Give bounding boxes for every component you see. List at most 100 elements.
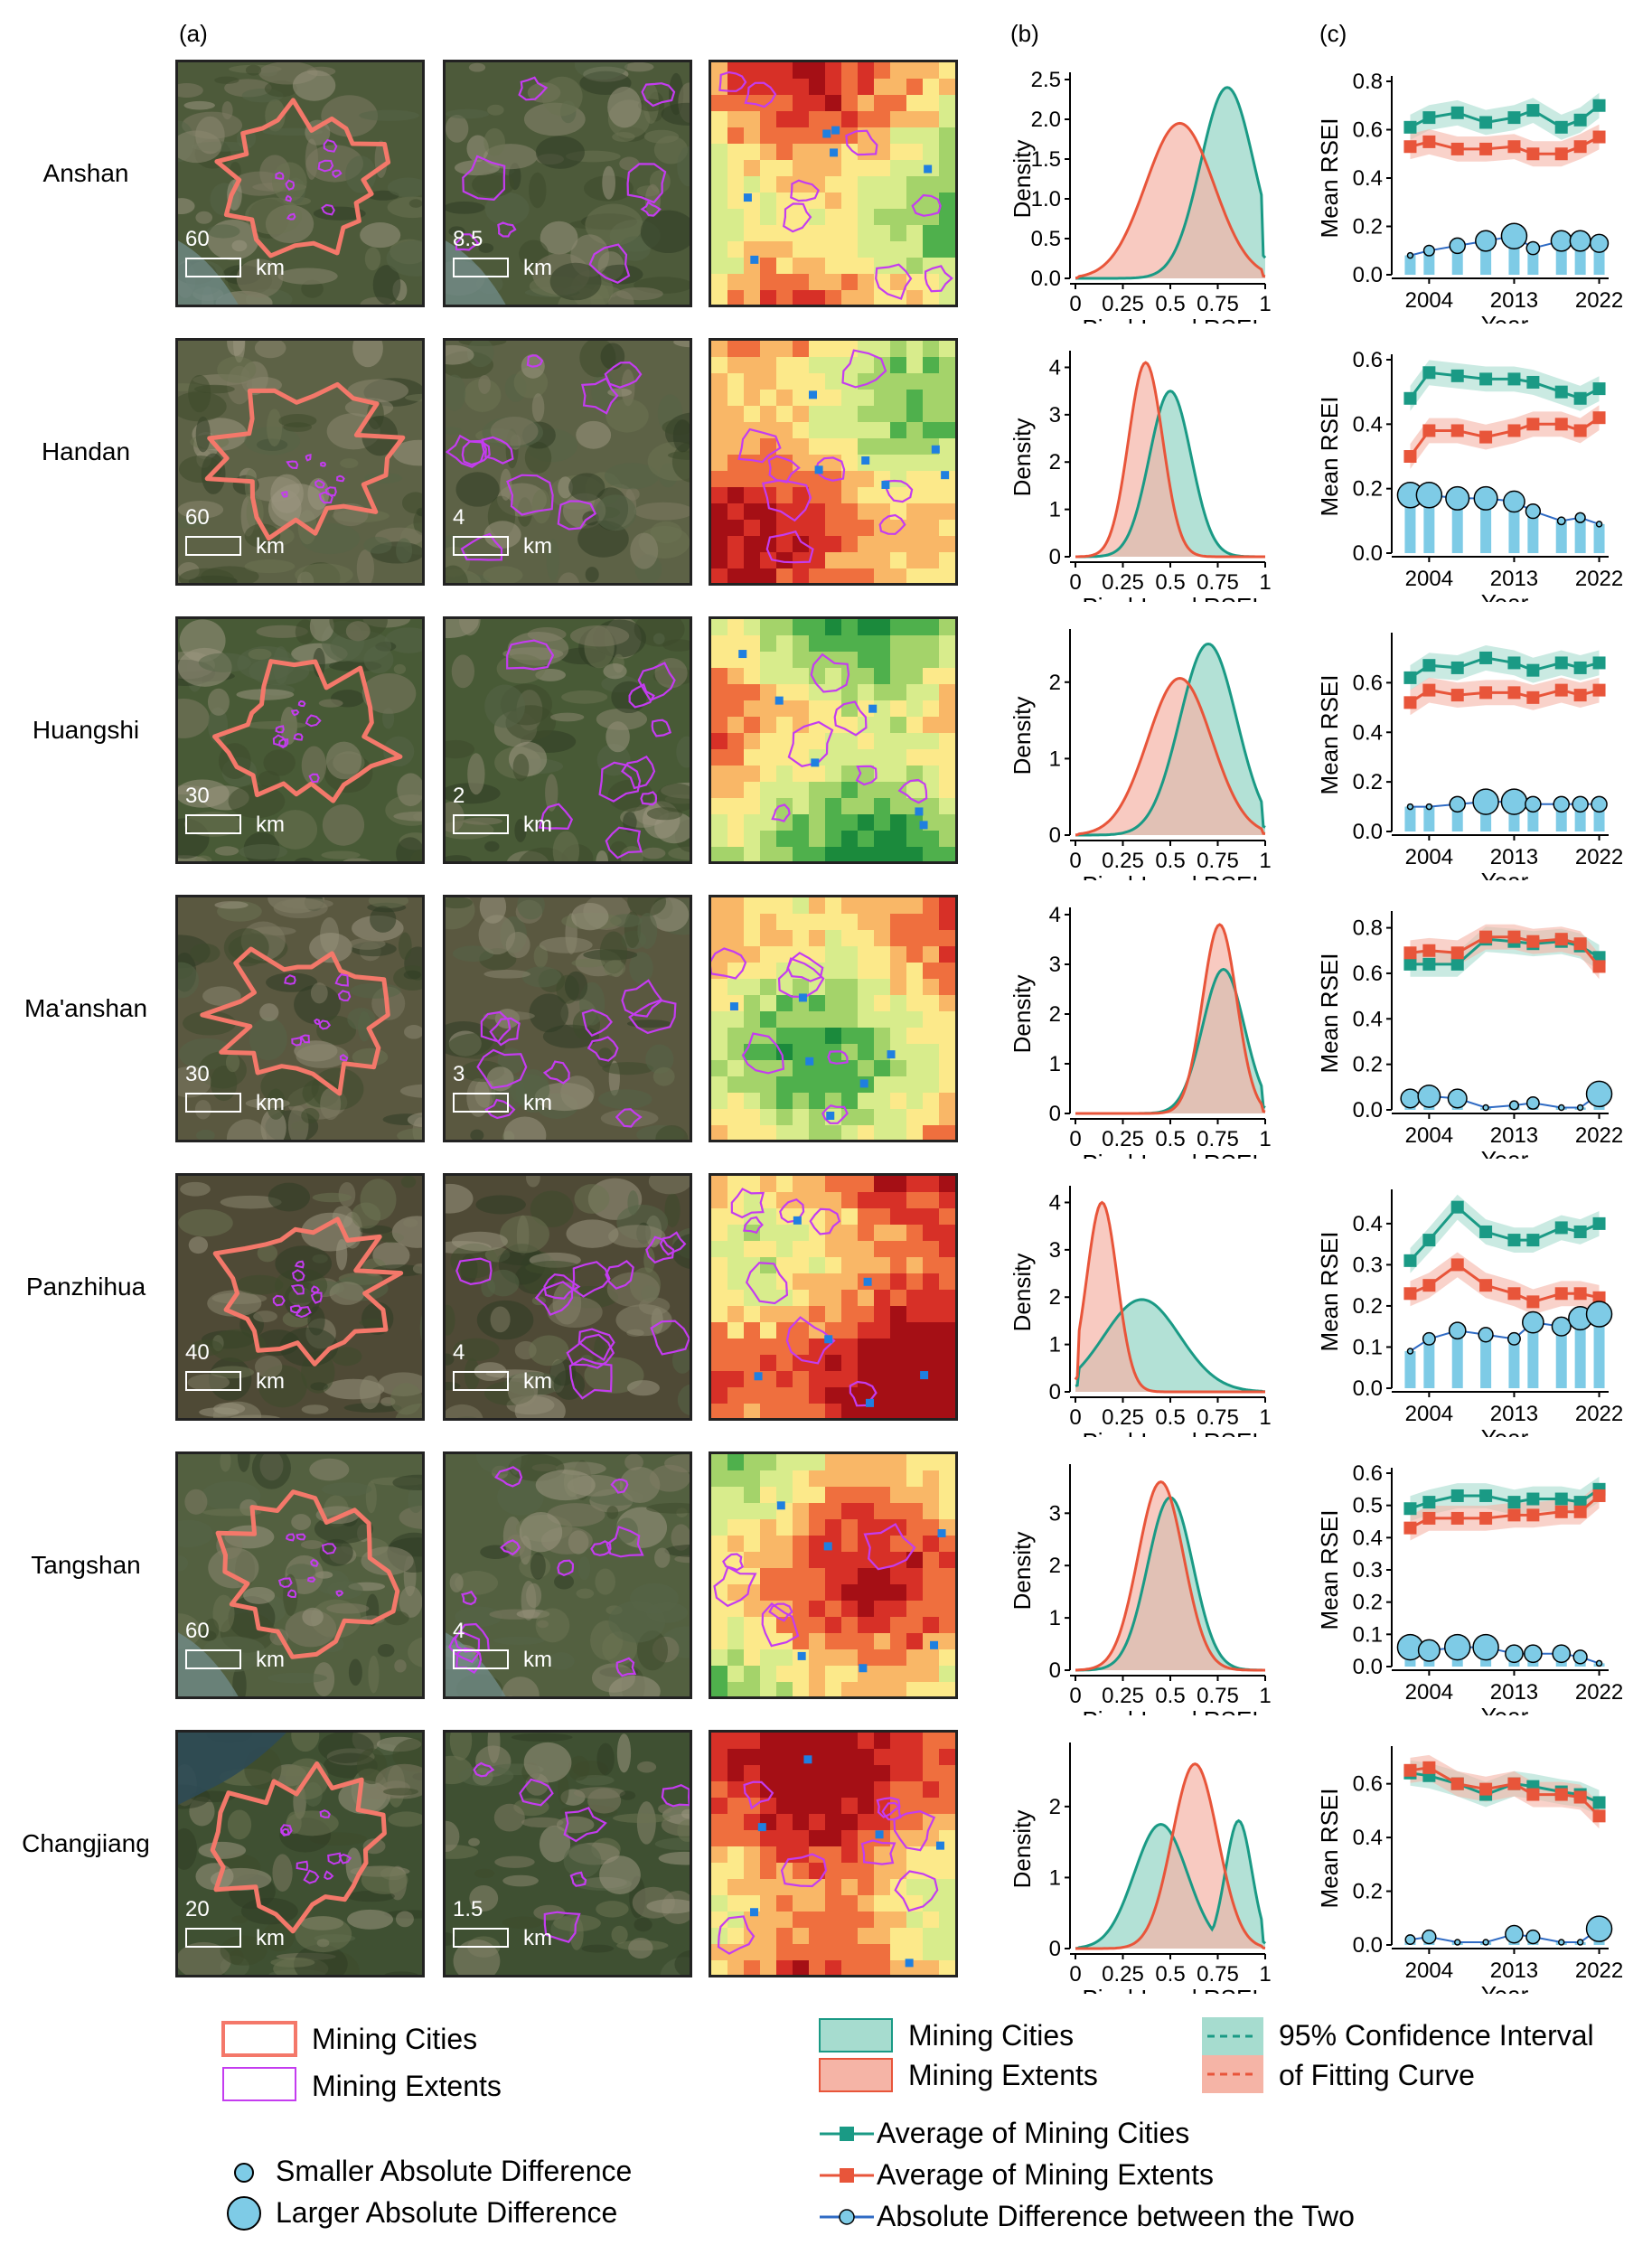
rsei-xtick: 2013: [1490, 845, 1538, 869]
scale-box: [453, 1928, 509, 1948]
diff-bar: [1555, 521, 1567, 553]
avg-city-marker: [1592, 382, 1606, 396]
diff-bar: [1574, 517, 1586, 553]
avg-extent-marker: [1526, 1295, 1540, 1309]
density-ytick: 0.0: [1031, 267, 1061, 291]
avg-extent-marker: [1450, 689, 1464, 702]
scale-value: 3: [453, 1062, 465, 1086]
density-extent-area: [1075, 1763, 1265, 1949]
legend-ci-swatch: [1202, 2017, 1263, 2093]
density-extent-line: [1074, 1200, 1265, 1394]
rsei-ylabel: Mean RSEI: [1316, 675, 1343, 795]
avg-extent-marker: [1507, 1777, 1521, 1790]
rsei-ylabel: Mean RSEI: [1316, 1232, 1343, 1352]
avg-city-marker: [1554, 120, 1568, 134]
abs-diff-point: [1552, 1644, 1572, 1664]
density-xtick: 1: [1259, 1684, 1271, 1708]
density-ytick: 0: [1049, 1937, 1061, 1961]
rsei-ytick: 0.4: [1353, 412, 1383, 437]
avg-city-marker: [1450, 369, 1464, 382]
abs-diff-point: [1589, 233, 1610, 253]
satellite-city-map: 30 km: [175, 616, 425, 864]
density-ytick: 1.0: [1031, 187, 1061, 211]
rsei-timeseries-chart: 0.0 0.2 0.4 0.6 2004 2013 2022 Year Mean RSEI: [1316, 1746, 1623, 1994]
density-xlabel: Pixel-Level RSEI: [1082, 315, 1258, 324]
scale-unit: km: [523, 256, 552, 280]
abs-diff-point: [1475, 230, 1497, 252]
avg-city-marker: [1592, 1796, 1606, 1809]
satellite-city-map: 30 km: [175, 895, 425, 1142]
abs-diff-point: [1585, 1080, 1613, 1108]
avg-city-marker: [1526, 1234, 1540, 1247]
abs-diff-point: [1417, 1084, 1441, 1108]
density-ytick: 0: [1049, 823, 1061, 848]
rsei-xtick: 2022: [1575, 845, 1623, 869]
avg-extent-marker: [1450, 946, 1464, 960]
density-xtick: 0: [1069, 1962, 1081, 1987]
density-extent-line: [1075, 923, 1266, 1115]
avg-city-marker: [1403, 1502, 1417, 1516]
density-ytick: 4: [1049, 903, 1061, 927]
density-ytick: 4: [1049, 355, 1061, 380]
rsei-timeseries-chart: 0.0 0.2 0.4 0.6 0.8 2004 2013 2022 Year Mean RSEI: [1316, 70, 1623, 324]
scale-box: [185, 1649, 241, 1669]
rsei-xlabel: Year: [1481, 1146, 1529, 1159]
avg-extent-marker: [1592, 1291, 1606, 1304]
rsei-xtick: 2004: [1405, 288, 1453, 313]
avg-city-marker: [1554, 656, 1568, 670]
rsei-grid-map: [709, 1451, 958, 1699]
scale-box: [453, 814, 509, 834]
rsei-ytick: 0.3: [1353, 1253, 1383, 1277]
abs-diff-point: [1473, 485, 1498, 511]
abs-diff-point: [1525, 503, 1542, 520]
rsei-ytick: 0.6: [1353, 118, 1383, 143]
scale-value: 20: [185, 1897, 210, 1921]
abs-diff-point: [1406, 1348, 1414, 1355]
scale-bar: 30 km: [185, 784, 303, 838]
legend-extent-fill-swatch: [819, 2058, 893, 2092]
legend-abs-diff-swatch: [820, 2209, 874, 2225]
scale-unit: km: [256, 1369, 285, 1394]
rsei-ylabel: Mean RSEI: [1316, 1789, 1343, 1909]
scale-unit: km: [523, 1369, 552, 1394]
avg-city-marker: [1450, 106, 1464, 119]
abs-diff-point: [1505, 1644, 1524, 1664]
scale-unit: km: [256, 1926, 285, 1950]
abs-diff-point: [1448, 1321, 1467, 1340]
rsei-ytick: 0.6: [1353, 1461, 1383, 1486]
avg-extent-marker: [1403, 946, 1417, 960]
abs-diff-point: [1557, 1104, 1565, 1112]
rsei-ytick: 0.0: [1353, 541, 1383, 566]
abs-diff-point: [1574, 512, 1586, 523]
density-xtick: 1: [1259, 292, 1271, 316]
scale-unit: km: [256, 1091, 285, 1115]
satellite-city-map: 60 km: [175, 1451, 425, 1699]
abs-diff-point: [1572, 795, 1589, 813]
legend-ci-line1: 95% Confidence Interval: [1279, 2019, 1594, 2052]
density-xtick: 0.75: [1197, 1962, 1239, 1987]
avg-city-marker: [1403, 1254, 1417, 1267]
scale-value: 2: [453, 784, 465, 808]
avg-extent-marker: [1422, 1511, 1436, 1525]
abs-diff-point: [1525, 240, 1541, 256]
rsei-xtick: 2004: [1405, 845, 1453, 869]
rsei-ytick: 0.2: [1353, 770, 1383, 794]
city-label: Handan: [41, 437, 131, 465]
density-xtick: 0.75: [1197, 849, 1239, 873]
scale-unit: km: [523, 1648, 552, 1672]
legend-avg-cities-swatch: [820, 2127, 874, 2141]
rsei-ytick: 0.0: [1353, 263, 1383, 287]
scale-bar: 60 km: [185, 1619, 303, 1673]
density-xtick: 0.5: [1155, 849, 1185, 873]
density-xtick: 0.25: [1102, 570, 1144, 595]
avg-extent-marker: [1507, 1287, 1521, 1301]
rsei-ylabel: Mean RSEI: [1316, 397, 1343, 517]
legend-large-circle: [227, 2196, 261, 2231]
density-ytick: 2.5: [1031, 68, 1061, 92]
scale-box: [453, 258, 509, 277]
abs-diff-point: [1505, 1924, 1524, 1944]
abs-diff-point: [1445, 485, 1470, 511]
abs-diff-point: [1595, 1659, 1603, 1667]
abs-diff-point: [1585, 1301, 1613, 1328]
